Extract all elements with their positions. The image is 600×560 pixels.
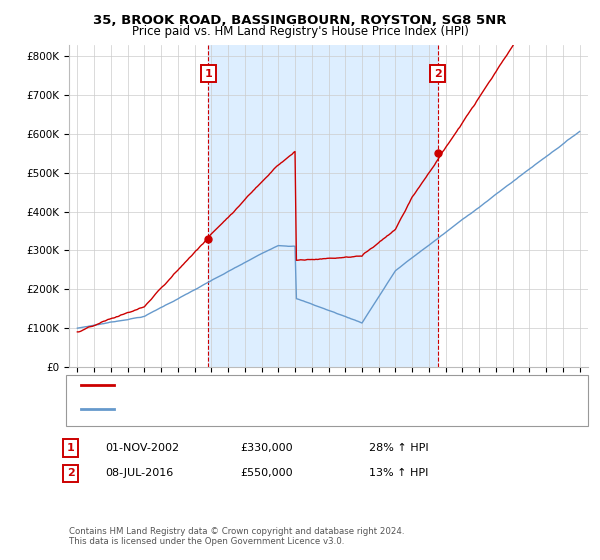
Text: 08-JUL-2016: 08-JUL-2016 [105, 468, 173, 478]
Text: 01-NOV-2002: 01-NOV-2002 [105, 443, 179, 453]
Text: Contains HM Land Registry data © Crown copyright and database right 2024.
This d: Contains HM Land Registry data © Crown c… [69, 526, 404, 546]
Text: 13% ↑ HPI: 13% ↑ HPI [369, 468, 428, 478]
Text: 28% ↑ HPI: 28% ↑ HPI [369, 443, 428, 453]
Bar [208, 45, 437, 367]
Text: Price paid vs. HM Land Registry's House Price Index (HPI): Price paid vs. HM Land Registry's House … [131, 25, 469, 38]
Text: 1: 1 [205, 69, 212, 79]
Text: 35, BROOK ROAD, BASSINGBOURN, ROYSTON, SG8 5NR: 35, BROOK ROAD, BASSINGBOURN, ROYSTON, S… [93, 14, 507, 27]
Text: £550,000: £550,000 [240, 468, 293, 478]
Text: £330,000: £330,000 [240, 443, 293, 453]
Text: HPI: Average price, detached house, South Cambridgeshire: HPI: Average price, detached house, Sout… [120, 404, 430, 414]
Text: 35, BROOK ROAD, BASSINGBOURN, ROYSTON, SG8 5NR (detached house): 35, BROOK ROAD, BASSINGBOURN, ROYSTON, S… [120, 380, 506, 390]
Text: 2: 2 [434, 69, 442, 79]
Text: 1: 1 [67, 443, 74, 453]
Text: 2: 2 [67, 468, 74, 478]
